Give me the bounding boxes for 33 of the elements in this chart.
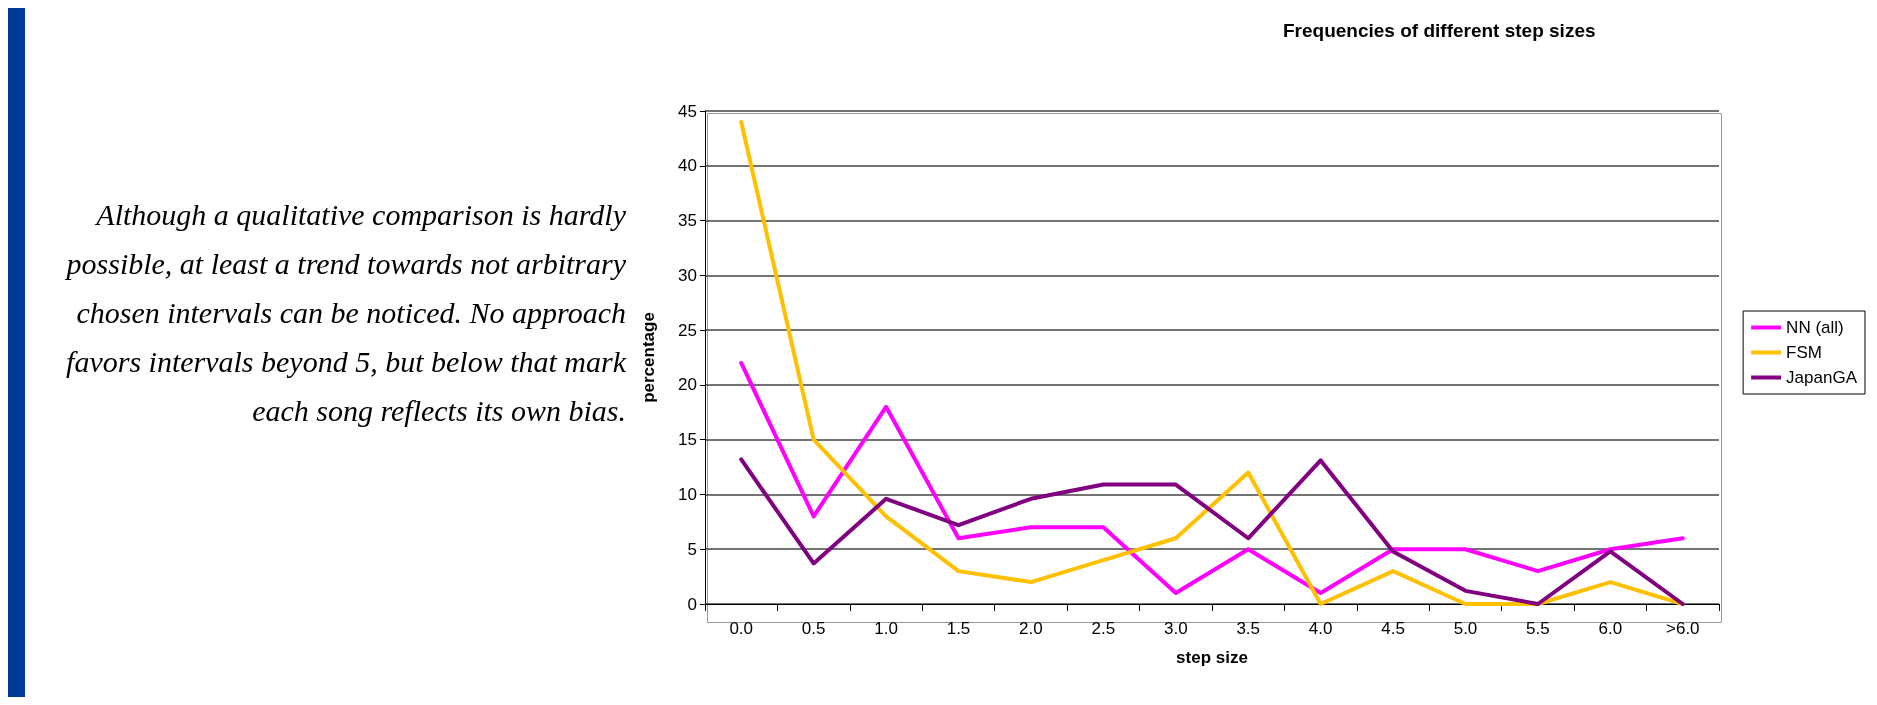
x-axis-title: step size [1176, 648, 1248, 667]
legend-label: NN (all) [1786, 318, 1844, 337]
legend-label: JapanGA [1786, 368, 1858, 387]
x-tick-label: 2.0 [1019, 619, 1043, 638]
x-tick-label: >6.0 [1666, 619, 1700, 638]
y-tick-label: 0 [687, 594, 697, 614]
x-tick-label: 0.0 [729, 619, 754, 638]
text: Although a qualitative comparison is hardly possible, at least a trend towards not arbitrary chosen intervals can be noticed. No approach favors intervals beyond 5, but below that mark each song reflects its own bias. [64, 197, 626, 429]
x-tick-label: 1.0 [874, 619, 898, 638]
chart-title: Frequencies of different step sizes [1283, 20, 1596, 41]
x-tick-label: 5.5 [1526, 619, 1550, 638]
x-tick-label: 4.0 [1308, 619, 1333, 638]
legend-label: FSM [1786, 343, 1823, 362]
y-axis-title: percentage [639, 312, 658, 403]
x-tick-label: 2.5 [1091, 619, 1116, 638]
y-tick-label: 25 [678, 320, 697, 340]
y-tick-label: 20 [678, 375, 697, 395]
x-tick-label: 0.5 [801, 619, 826, 638]
x-tick-label: 3.0 [1163, 619, 1188, 638]
line-series [739, 360, 1685, 596]
y-tick-label: 30 [678, 265, 697, 285]
x-tick-label: 5.0 [1453, 619, 1478, 638]
y-tick-label: 35 [678, 211, 697, 231]
x-tick-label: 6.0 [1598, 619, 1623, 638]
y-tick-label: 40 [678, 156, 697, 176]
x-tick-label: 3.5 [1236, 619, 1261, 638]
y-tick-label: 15 [678, 430, 697, 450]
y-tick-label: 10 [678, 484, 697, 504]
line-series [739, 457, 1685, 606]
x-tick-label: 1.5 [946, 619, 971, 638]
y-tick-label: 45 [678, 101, 697, 121]
x-tick-label: 4.5 [1381, 619, 1405, 638]
y-tick-label: 5 [687, 539, 697, 559]
